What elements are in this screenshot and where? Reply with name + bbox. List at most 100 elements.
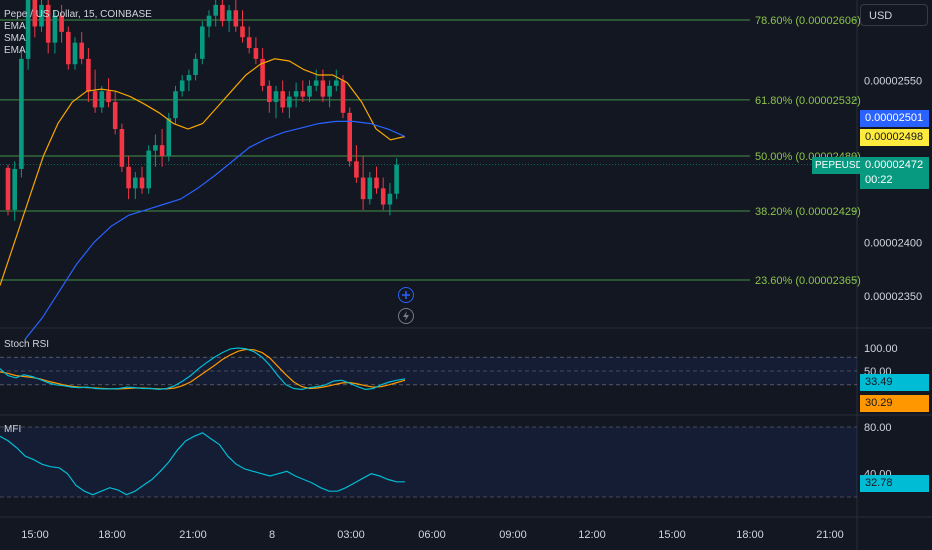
candle-body xyxy=(92,91,98,108)
fib-label: 61.80% (0.00002532) xyxy=(755,95,861,107)
candle-body xyxy=(300,91,306,97)
candle-body xyxy=(340,80,346,113)
candle-body xyxy=(293,91,299,97)
ema-price-value: 0.00002501 xyxy=(865,112,924,124)
candle-body xyxy=(5,167,11,210)
mfi-y-tick: 80.00 xyxy=(864,422,892,434)
fib-label: 38.20% (0.00002429) xyxy=(755,206,861,218)
candle-body xyxy=(179,80,185,92)
candle-body xyxy=(287,96,292,108)
candle-body xyxy=(166,118,172,156)
candle-body xyxy=(146,150,151,189)
candle-body xyxy=(253,48,259,59)
candle-body xyxy=(246,37,252,49)
candle-body xyxy=(374,177,379,189)
candle-body xyxy=(240,26,245,38)
candle-body xyxy=(139,177,145,189)
candle-body xyxy=(193,58,198,76)
indicator-ema-2[interactable]: EMA xyxy=(4,45,26,56)
indicator-ema-1[interactable]: EMA xyxy=(4,21,26,32)
candle-body xyxy=(25,0,31,59)
candle-body xyxy=(119,128,125,167)
x-tick-label: 06:00 xyxy=(418,529,446,541)
candle-body xyxy=(387,193,393,205)
candle-body xyxy=(267,85,272,103)
candle-body xyxy=(112,102,118,129)
stoch-k-value: 33.49 xyxy=(865,376,893,388)
candle-body xyxy=(327,85,332,97)
add-alert-icon[interactable] xyxy=(398,287,414,303)
candle-body xyxy=(133,177,138,189)
stoch-d-value: 30.29 xyxy=(865,397,893,409)
x-tick-label: 8 xyxy=(269,529,275,541)
candle-body xyxy=(99,91,105,108)
candle-body xyxy=(126,166,131,189)
y-tick-label: 0.00002550 xyxy=(864,75,922,87)
symbol-tag: PEPEUSD xyxy=(812,157,866,174)
x-tick-label: 12:00 xyxy=(578,529,606,541)
x-tick-label: 21:00 xyxy=(816,529,844,541)
symbol-title: Pepe / US Dollar, 15, COINBASE xyxy=(4,9,152,20)
candle-body xyxy=(159,145,165,156)
candle-body xyxy=(334,80,339,86)
mfi-label[interactable]: MFI xyxy=(4,424,22,435)
candle-body xyxy=(186,75,192,81)
candle-body xyxy=(72,42,78,65)
currency-selector[interactable]: USD xyxy=(860,4,928,26)
candle-body xyxy=(280,91,285,108)
mfi-value-tag: 32.78 xyxy=(860,475,929,492)
x-tick-label: 09:00 xyxy=(499,529,527,541)
candle-body xyxy=(213,4,218,16)
mfi-line xyxy=(0,432,405,496)
indicator-sma[interactable]: SMA xyxy=(4,33,26,44)
candle-body xyxy=(206,15,212,27)
candle-body xyxy=(260,58,265,86)
candle-body xyxy=(200,26,205,59)
candle-body xyxy=(307,85,312,97)
ema2-price-value: 0.00002498 xyxy=(865,131,924,143)
stoch-y-tick: 100.00 xyxy=(864,343,898,355)
fib-label: 23.60% (0.00002365) xyxy=(755,275,861,287)
stoch-rsi-label[interactable]: Stoch RSI xyxy=(4,339,50,350)
fib-label: 78.60% (0.00002606) xyxy=(755,15,861,27)
x-tick-label: 21:00 xyxy=(179,529,207,541)
candle-body xyxy=(394,164,399,194)
stoch-d-line xyxy=(0,348,406,390)
candle-body xyxy=(347,112,352,162)
candle-body xyxy=(45,4,51,43)
last-price-value: 0.00002472 xyxy=(865,159,924,171)
candle-body xyxy=(86,58,91,92)
stoch-d-value-tag: 30.29 xyxy=(860,395,929,412)
candle-body xyxy=(66,31,71,65)
candle-body xyxy=(79,42,84,59)
x-tick-label: 15:00 xyxy=(658,529,686,541)
x-tick-label: 18:00 xyxy=(736,529,764,541)
candle-body xyxy=(360,177,366,200)
stoch-k-value-tag: 33.49 xyxy=(860,374,929,391)
candle-body xyxy=(273,91,279,103)
candle-body xyxy=(19,58,24,169)
candle-body xyxy=(313,80,319,86)
x-tick-label: 03:00 xyxy=(337,529,365,541)
candle-body xyxy=(354,161,359,178)
x-tick-label: 15:00 xyxy=(21,529,49,541)
candle-body xyxy=(173,91,178,119)
candle-body xyxy=(59,15,64,32)
candle-body xyxy=(52,15,58,43)
last-price-tag: 0.00002472 00:22 xyxy=(860,157,929,189)
ema-line xyxy=(0,58,406,286)
lightning-icon[interactable] xyxy=(398,308,414,324)
x-tick-label: 18:00 xyxy=(98,529,126,541)
candle-body xyxy=(380,188,386,205)
candle-body xyxy=(220,4,225,22)
countdown-timer: 00:22 xyxy=(865,174,893,186)
sma-line xyxy=(24,120,406,340)
candle-body xyxy=(39,4,44,27)
candle-body xyxy=(226,10,232,22)
y-tick-label: 0.00002350 xyxy=(864,291,922,303)
mfi-value: 32.78 xyxy=(865,477,893,489)
candle-body xyxy=(367,177,373,200)
stoch-k-line xyxy=(0,347,406,391)
